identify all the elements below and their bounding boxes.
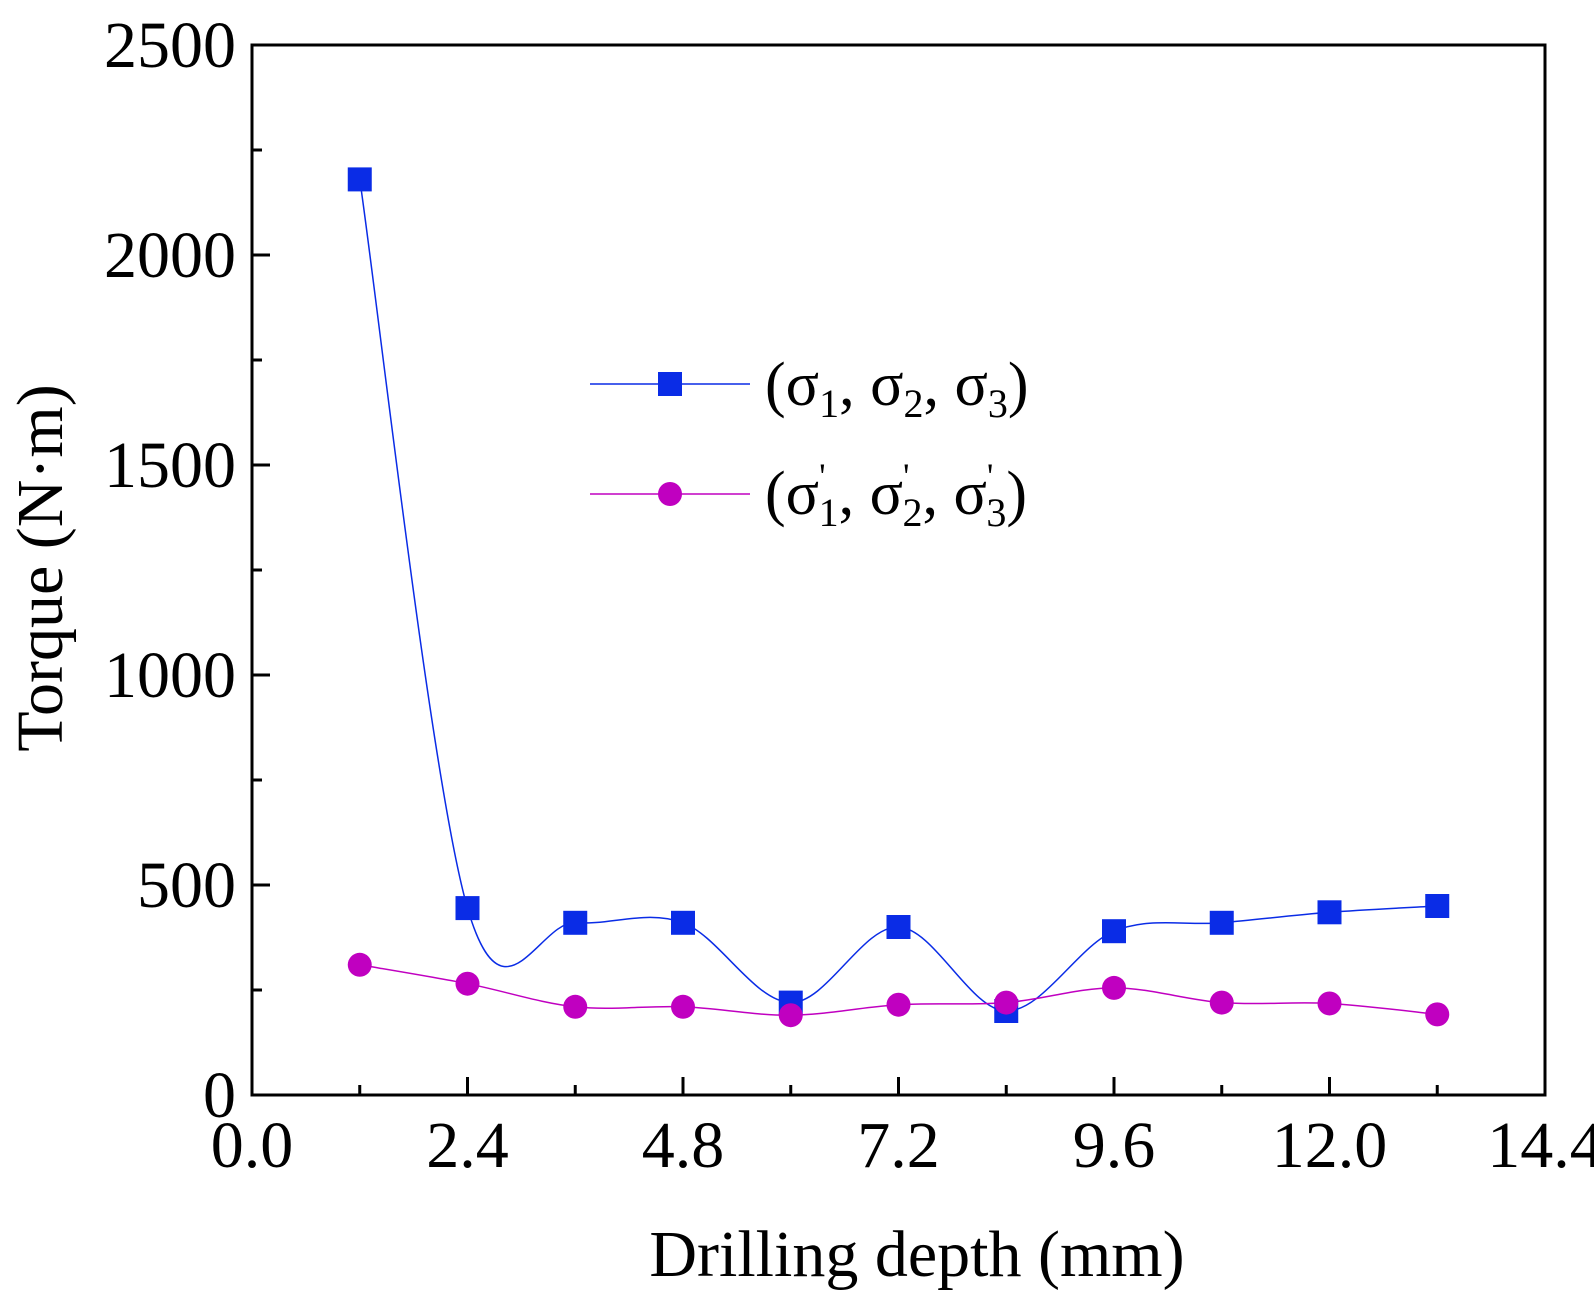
series-1-point xyxy=(347,167,372,192)
y-axis-label: Torque (N·m) xyxy=(4,384,77,751)
series-1-point xyxy=(455,896,480,921)
series-1-point xyxy=(1425,894,1450,918)
series-1-point xyxy=(1209,910,1234,935)
series-lines xyxy=(359,179,1438,1016)
series-1-point xyxy=(1102,919,1126,944)
legend-marker-series-2 xyxy=(658,482,682,506)
x-tick-label: 0.0 xyxy=(211,1109,294,1182)
series-2-point xyxy=(994,990,1019,1015)
legend-label-series-2: (σ' 1, σ' 2, σ' 3) xyxy=(765,456,1027,535)
legend-label-series-1: (σ1, σ2, σ3) xyxy=(765,351,1029,426)
x-tick-label: 7.2 xyxy=(857,1109,940,1182)
series-1-point xyxy=(1317,900,1342,925)
series-2-point xyxy=(886,992,911,1017)
series-2-point xyxy=(1102,975,1126,1000)
series-2-point xyxy=(1425,1002,1450,1027)
series-2-point xyxy=(671,994,695,1019)
series-1-point xyxy=(671,910,695,935)
series-1-point xyxy=(886,915,911,939)
series-2-point xyxy=(1209,990,1234,1015)
x-tick-label: 12.0 xyxy=(1272,1109,1388,1182)
x-tick-label: 14.4 xyxy=(1487,1109,1594,1182)
x-axis-label: Drilling depth (mm) xyxy=(649,1218,1184,1291)
legend-marker-series-1 xyxy=(658,372,682,396)
series-2-point xyxy=(563,994,588,1019)
y-tick-label: 2000 xyxy=(104,219,236,292)
y-tick-label: 500 xyxy=(137,849,236,922)
series-1-line xyxy=(359,179,1438,1012)
x-tick-label: 4.8 xyxy=(642,1109,725,1182)
series-2-point xyxy=(778,1003,803,1028)
series-2-point xyxy=(347,952,372,977)
axis-ticks: 0.0 2.4 4.8 7.2 9.6 12.0 14.4 0 500 1000 1500 2000 2… xyxy=(104,9,1594,1182)
y-tick-label: 0 xyxy=(203,1059,236,1132)
x-tick-label: 2.4 xyxy=(426,1109,509,1182)
series-2-point xyxy=(1317,991,1342,1016)
y-tick-label: 1500 xyxy=(104,429,236,502)
x-tick-label: 9.6 xyxy=(1073,1109,1156,1182)
y-tick-label: 2500 xyxy=(104,9,236,82)
series-2-point xyxy=(455,971,480,996)
y-tick-label: 1000 xyxy=(104,639,236,712)
legend: (σ1, σ2, σ3) (σ' 1, σ' 2, σ' 3) xyxy=(590,351,1029,535)
series-1-point xyxy=(563,910,588,935)
series-markers xyxy=(347,167,1450,1028)
